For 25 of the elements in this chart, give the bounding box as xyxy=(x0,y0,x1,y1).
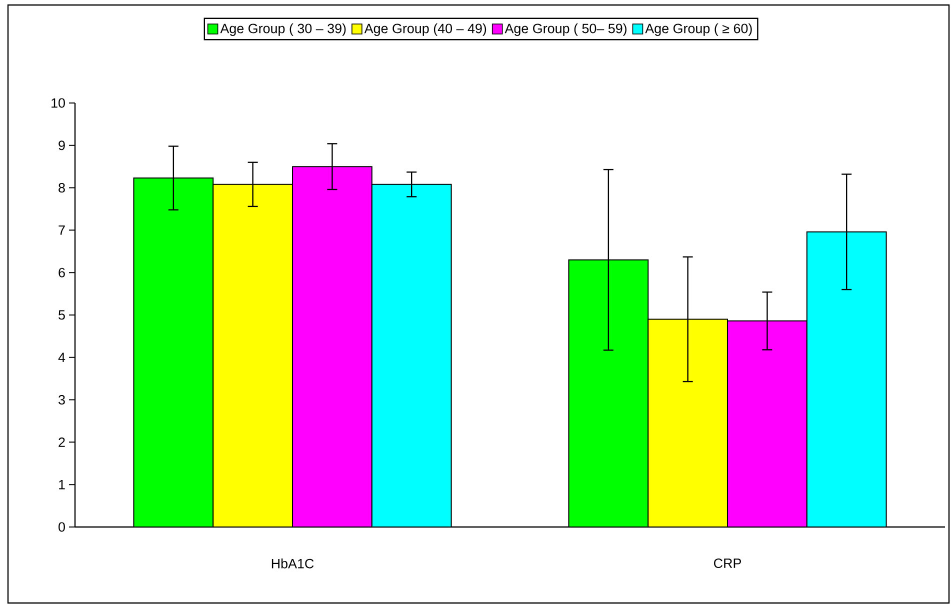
bar xyxy=(292,166,372,527)
legend-label: Age Group ( 50– 59) xyxy=(504,23,626,36)
y-tick-label: 7 xyxy=(58,226,65,235)
y-tick-label: 10 xyxy=(52,98,65,108)
x-tick-label: HbA1C xyxy=(272,558,314,568)
y-tick-label: 2 xyxy=(58,437,65,447)
bar xyxy=(212,184,294,527)
y-tick-label: 9 xyxy=(58,140,65,150)
y-tick-label: 3 xyxy=(58,395,65,405)
bar xyxy=(727,320,808,527)
y-tick-label: 1 xyxy=(59,480,65,490)
bar xyxy=(806,231,887,527)
legend-label: Age Group ( 30 – 39) xyxy=(220,23,346,36)
bar xyxy=(133,178,214,527)
bar xyxy=(371,184,452,527)
y-tick-label: 6 xyxy=(58,268,65,278)
legend-label: Age Group ( ≥ 60) xyxy=(645,23,752,36)
y-tick-label: 8 xyxy=(58,183,65,193)
bar xyxy=(568,259,649,527)
bar xyxy=(648,318,728,527)
legend-label: Age Group (40 – 49) xyxy=(364,23,486,36)
y-tick-label: 4 xyxy=(58,352,66,362)
x-tick-label: CRP xyxy=(714,558,741,568)
y-tick-label: 0 xyxy=(58,522,65,532)
y-tick-label: 5 xyxy=(58,310,65,320)
